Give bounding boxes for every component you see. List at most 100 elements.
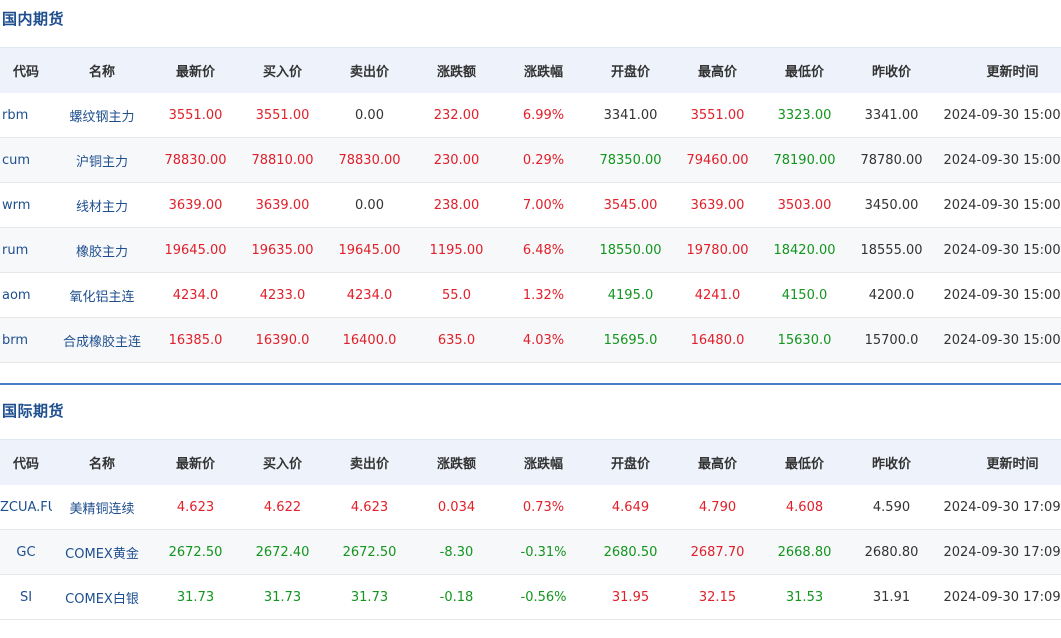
table-row[interactable]: rbm 螺纹钢主力 3551.00 3551.00 0.00 232.00 6.99% 334…	[0, 93, 1061, 138]
column-header: 买入价	[239, 47, 326, 93]
value-cell: 4.608	[761, 485, 848, 530]
section-divider	[0, 383, 1061, 385]
name-cell[interactable]: 线材主力	[52, 182, 152, 228]
code-cell[interactable]: cum	[0, 137, 52, 183]
value-cell: 0.29%	[500, 137, 587, 183]
value-cell: 31.73	[239, 574, 326, 620]
value-cell: 2680.50	[587, 529, 674, 575]
value-cell: 78830.00	[152, 137, 239, 183]
value-cell: 31.73	[152, 574, 239, 620]
value-cell: 3545.00	[587, 182, 674, 228]
value-cell: 31.73	[326, 574, 413, 620]
code-cell[interactable]: aom	[0, 272, 52, 318]
value-cell: 2668.80	[761, 529, 848, 575]
code-cell[interactable]: rbm	[0, 93, 52, 138]
value-cell: 18555.00	[848, 227, 935, 273]
name-cell[interactable]: 螺纹钢主力	[52, 93, 152, 138]
value-cell: 4.590	[848, 485, 935, 530]
table-row[interactable]: SI COMEX白银 31.73 31.73 31.73 -0.18 -0.56% 31.95…	[0, 574, 1061, 620]
value-cell: 19780.00	[674, 227, 761, 273]
value-cell: 79460.00	[674, 137, 761, 183]
value-cell: 238.00	[413, 182, 500, 228]
column-header: 最新价	[152, 439, 239, 485]
table-row[interactable]: cum 沪铜主力 78830.00 78810.00 78830.00 230.00 0.2…	[0, 137, 1061, 183]
value-cell: 78780.00	[848, 137, 935, 183]
value-cell: 3551.00	[674, 93, 761, 138]
value-cell: 2024-09-30 17:09:00	[935, 529, 1061, 575]
value-cell: 6.99%	[500, 93, 587, 138]
international-futures-table: 代码 名称 最新价 买入价 卖出价 涨跌额 涨跌幅 开盘价 最高价 最低价 昨收价 更新时间 ZCUA…	[0, 439, 1061, 620]
value-cell: -8.30	[413, 529, 500, 575]
table-row[interactable]: aom 氧化铝主连 4234.0 4233.0 4234.0 55.0 1.32% 4195.…	[0, 272, 1061, 318]
value-cell: 19645.00	[152, 227, 239, 273]
table-row[interactable]: wrm 线材主力 3639.00 3639.00 0.00 238.00 7.00% 3545…	[0, 182, 1061, 228]
column-header: 代码	[0, 439, 52, 485]
name-cell[interactable]: 合成橡胶主连	[52, 317, 152, 363]
value-cell: 2024-09-30 17:09:00	[935, 574, 1061, 620]
code-cell[interactable]: SI	[0, 574, 52, 620]
column-header: 涨跌幅	[500, 439, 587, 485]
value-cell: 3551.00	[152, 93, 239, 138]
value-cell: 15695.0	[587, 317, 674, 363]
code-cell[interactable]: GC	[0, 529, 52, 575]
value-cell: 0.73%	[500, 485, 587, 530]
value-cell: 2024-09-30 15:00:00	[935, 137, 1061, 183]
value-cell: 15700.0	[848, 317, 935, 363]
name-cell[interactable]: 沪铜主力	[52, 137, 152, 183]
value-cell: 31.95	[587, 574, 674, 620]
value-cell: 19635.00	[239, 227, 326, 273]
value-cell: 4241.0	[674, 272, 761, 318]
value-cell: 635.0	[413, 317, 500, 363]
name-cell[interactable]: COMEX黄金	[52, 529, 152, 575]
column-header: 昨收价	[848, 47, 935, 93]
value-cell: 2024-09-30 15:00:00	[935, 272, 1061, 318]
table-row[interactable]: GC COMEX黄金 2672.50 2672.40 2672.50 -8.30 -0.31…	[0, 529, 1061, 575]
value-cell: 0.00	[326, 182, 413, 228]
value-cell: 3341.00	[587, 93, 674, 138]
table-row[interactable]: ZCUA.FU 美精铜连续 4.623 4.622 4.623 0.034 0.73% 4.6…	[0, 485, 1061, 530]
value-cell: 19645.00	[326, 227, 413, 273]
value-cell: 3341.00	[848, 93, 935, 138]
column-header: 卖出价	[326, 439, 413, 485]
name-cell[interactable]: COMEX白银	[52, 574, 152, 620]
code-cell[interactable]: ZCUA.FU	[0, 485, 52, 530]
code-cell[interactable]: brm	[0, 317, 52, 363]
value-cell: 78190.00	[761, 137, 848, 183]
value-cell: 3503.00	[761, 182, 848, 228]
value-cell: 4.623	[326, 485, 413, 530]
value-cell: 2024-09-30 15:00:00	[935, 182, 1061, 228]
value-cell: 55.0	[413, 272, 500, 318]
value-cell: 1.32%	[500, 272, 587, 318]
column-header: 更新时间	[935, 47, 1061, 93]
value-cell: 3639.00	[152, 182, 239, 228]
value-cell: 16400.0	[326, 317, 413, 363]
column-header: 买入价	[239, 439, 326, 485]
code-cell[interactable]: rum	[0, 227, 52, 273]
column-header: 名称	[52, 439, 152, 485]
value-cell: 0.00	[326, 93, 413, 138]
value-cell: 2672.50	[326, 529, 413, 575]
code-cell[interactable]: wrm	[0, 182, 52, 228]
domestic-futures-table: 代码 名称 最新价 买入价 卖出价 涨跌额 涨跌幅 开盘价 最高价 最低价 昨收价 更新时间 rbm 螺…	[0, 47, 1061, 363]
column-header: 最高价	[674, 47, 761, 93]
value-cell: 3450.00	[848, 182, 935, 228]
value-cell: 0.034	[413, 485, 500, 530]
value-cell: 16385.0	[152, 317, 239, 363]
value-cell: 32.15	[674, 574, 761, 620]
value-cell: 4200.0	[848, 272, 935, 318]
value-cell: 4.622	[239, 485, 326, 530]
table-header-row: 代码 名称 最新价 买入价 卖出价 涨跌额 涨跌幅 开盘价 最高价 最低价 昨收价 更新时间	[0, 47, 1061, 93]
column-header: 涨跌额	[413, 47, 500, 93]
name-cell[interactable]: 美精铜连续	[52, 485, 152, 530]
value-cell: 2687.70	[674, 529, 761, 575]
value-cell: 3323.00	[761, 93, 848, 138]
name-cell[interactable]: 橡胶主力	[52, 227, 152, 273]
column-header: 开盘价	[587, 47, 674, 93]
table-row[interactable]: brm 合成橡胶主连 16385.0 16390.0 16400.0 635.0 4.03%…	[0, 317, 1061, 363]
value-cell: 31.91	[848, 574, 935, 620]
value-cell: 3639.00	[239, 182, 326, 228]
table-row[interactable]: rum 橡胶主力 19645.00 19635.00 19645.00 1195.00 6.…	[0, 227, 1061, 273]
value-cell: 7.00%	[500, 182, 587, 228]
name-cell[interactable]: 氧化铝主连	[52, 272, 152, 318]
international-section-title: 国际期货	[2, 402, 65, 420]
